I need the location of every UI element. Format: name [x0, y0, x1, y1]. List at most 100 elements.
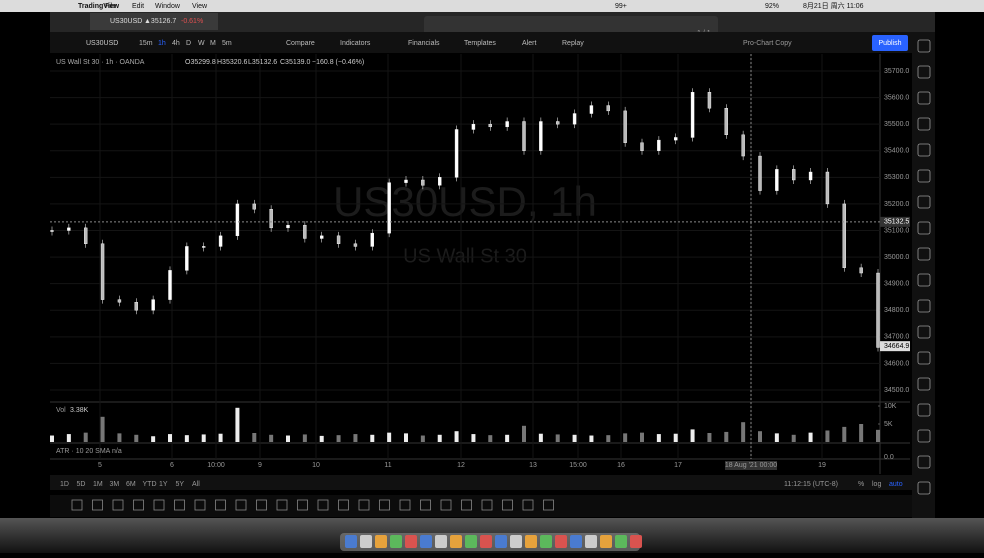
- publish-button[interactable]: [872, 35, 908, 51]
- tool-icon[interactable]: [317, 499, 329, 511]
- tool-icon[interactable]: [297, 499, 308, 511]
- toolbar-item[interactable]: Alert: [522, 40, 536, 47]
- dock-icon[interactable]: [615, 535, 627, 548]
- dock-icon[interactable]: [630, 535, 642, 548]
- dock-icon[interactable]: [540, 535, 552, 548]
- tool-icon[interactable]: [215, 499, 226, 511]
- tool-icon[interactable]: [358, 499, 370, 511]
- log[interactable]: log: [872, 481, 881, 488]
- publish[interactable]: Publish: [879, 40, 902, 47]
- interval[interactable]: 1h: [158, 40, 166, 47]
- tool-icon[interactable]: [379, 499, 390, 511]
- sidebar-icon[interactable]: [917, 299, 931, 313]
- auto[interactable]: auto: [889, 481, 903, 488]
- range[interactable]: 3M: [110, 481, 120, 488]
- dock-icon[interactable]: [570, 535, 582, 548]
- sidebar-icon[interactable]: [917, 429, 931, 443]
- toolbar-item[interactable]: Replay: [562, 40, 584, 47]
- toolbar-item[interactable]: Compare: [286, 40, 315, 47]
- range[interactable]: 5D: [77, 481, 86, 488]
- sidebar-icon[interactable]: [917, 481, 931, 495]
- sidebar-icon[interactable]: [917, 455, 931, 469]
- dock-icon[interactable]: [345, 535, 357, 548]
- sidebar-icon[interactable]: [917, 65, 931, 79]
- dock-icon[interactable]: [510, 535, 522, 548]
- tool-icon[interactable]: [461, 499, 472, 511]
- dock-icon[interactable]: [360, 535, 372, 548]
- interval[interactable]: D: [186, 40, 191, 47]
- candle: [674, 137, 678, 141]
- sidebar-icon[interactable]: [917, 351, 931, 365]
- tool-icon[interactable]: [522, 499, 534, 511]
- menu[interactable]: Window: [155, 3, 181, 10]
- dock-icon[interactable]: [555, 535, 567, 548]
- layout[interactable]: Pro-Chart Copy: [743, 40, 792, 47]
- sidebar-icon[interactable]: [917, 377, 931, 391]
- dock-icon[interactable]: [405, 535, 417, 548]
- tool-icon[interactable]: [420, 499, 431, 511]
- dock-icon[interactable]: [585, 535, 597, 548]
- symbol[interactable]: US30USD: [86, 40, 118, 47]
- menu[interactable]: View: [192, 3, 208, 10]
- dock-icon[interactable]: [525, 535, 537, 548]
- toolbar-item[interactable]: Financials: [408, 40, 440, 47]
- tool-icon[interactable]: [235, 499, 247, 511]
- toolbar-item[interactable]: Templates: [464, 40, 496, 47]
- sidebar-icon[interactable]: [917, 195, 931, 209]
- range[interactable]: 1D: [60, 481, 69, 488]
- interval[interactable]: M: [210, 40, 216, 47]
- interval[interactable]: 15m: [139, 40, 153, 47]
- sidebar-icon[interactable]: [917, 273, 931, 287]
- range[interactable]: 1Y: [159, 481, 168, 488]
- tool-icon[interactable]: [276, 499, 288, 511]
- sidebar-icon[interactable]: [917, 39, 931, 53]
- dock-icon[interactable]: [450, 535, 462, 548]
- interval[interactable]: W: [198, 40, 205, 47]
- range[interactable]: 1M: [93, 481, 103, 488]
- tool-icon[interactable]: [256, 499, 267, 511]
- dock-icon[interactable]: [495, 535, 507, 548]
- tool-icon[interactable]: [194, 499, 206, 511]
- tool-icon[interactable]: [174, 499, 185, 511]
- tool-icon[interactable]: [153, 499, 165, 511]
- toolbar-item[interactable]: Indicators: [340, 40, 371, 47]
- tool-icon[interactable]: [399, 499, 411, 511]
- sidebar-icon[interactable]: [917, 117, 931, 131]
- dock-icon[interactable]: [465, 535, 477, 548]
- tool-icon[interactable]: [440, 499, 452, 511]
- candle: [775, 169, 779, 191]
- dock-icon[interactable]: [480, 535, 492, 548]
- tool-icon[interactable]: [71, 499, 83, 511]
- sidebar-icon[interactable]: [917, 169, 931, 183]
- tool-icon[interactable]: [502, 499, 513, 511]
- tab[interactable]: [90, 13, 218, 30]
- dock-icon[interactable]: [420, 535, 432, 548]
- sidebar-icon[interactable]: [917, 143, 931, 157]
- sidebar-icon[interactable]: [917, 91, 931, 105]
- tool-icon[interactable]: [481, 499, 493, 511]
- range[interactable]: 6M: [126, 481, 136, 488]
- sidebar-icon[interactable]: [917, 247, 931, 261]
- app-menu[interactable]: TradingView: [78, 3, 120, 10]
- dock-icon[interactable]: [600, 535, 612, 548]
- sidebar-icon[interactable]: [917, 403, 931, 417]
- sidebar-icon[interactable]: [917, 221, 931, 235]
- dock-icon[interactable]: [390, 535, 402, 548]
- tool-icon[interactable]: [92, 499, 103, 511]
- menu[interactable]: File: [105, 3, 116, 10]
- tool-icon[interactable]: [112, 499, 124, 511]
- dock-icon[interactable]: [375, 535, 387, 548]
- pct[interactable]: %: [858, 481, 864, 488]
- range[interactable]: 5Y: [176, 481, 185, 488]
- interval[interactable]: 4h: [172, 40, 180, 47]
- range[interactable]: All: [192, 481, 200, 488]
- tool-icon[interactable]: [338, 499, 349, 511]
- toolbar: [50, 32, 935, 53]
- tool-icon[interactable]: [133, 499, 144, 511]
- tool-icon[interactable]: [543, 499, 554, 511]
- menu[interactable]: Edit: [132, 3, 144, 10]
- interval[interactable]: 5m: [222, 40, 232, 47]
- dock-icon[interactable]: [435, 535, 447, 548]
- range[interactable]: YTD: [143, 481, 157, 488]
- sidebar-icon[interactable]: [917, 325, 931, 339]
